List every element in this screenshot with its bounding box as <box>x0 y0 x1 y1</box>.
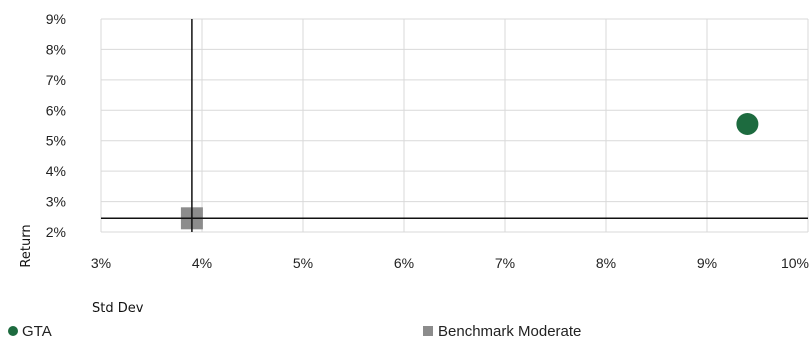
x-tick-label: 6% <box>394 255 414 271</box>
y-tick-label: 8% <box>46 41 66 57</box>
x-axis-title: Std Dev <box>92 301 144 316</box>
y-tick-label: 2% <box>46 224 66 240</box>
x-tick-label: 3% <box>91 255 111 271</box>
y-tick-labels: 2% 3% 4% 5% 6% 7% 8% 9% <box>46 11 66 240</box>
legend-swatch-gta <box>8 326 18 336</box>
y-axis-title: Return <box>19 224 34 267</box>
legend-label-benchmark-moderate: Benchmark Moderate <box>438 322 582 340</box>
legend-label-gta: GTA <box>22 322 52 340</box>
point-gta <box>736 112 759 135</box>
y-tick-label: 7% <box>46 72 66 88</box>
y-tick-label: 5% <box>46 133 66 149</box>
x-tick-label: 7% <box>495 255 515 271</box>
x-tick-label: 5% <box>293 255 313 271</box>
legend-item-gta: GTA <box>8 322 52 340</box>
y-tick-label: 4% <box>46 163 66 179</box>
x-tick-label: 10% <box>781 255 809 271</box>
x-tick-label: 9% <box>697 255 717 271</box>
y-tick-label: 6% <box>46 102 66 118</box>
x-tick-label: 8% <box>596 255 616 271</box>
y-tick-label: 9% <box>46 11 66 27</box>
legend-swatch-benchmark-moderate <box>423 326 433 336</box>
x-tick-label: 4% <box>192 255 212 271</box>
legend-item-benchmark-moderate: Benchmark Moderate <box>423 322 581 340</box>
reference-lines <box>101 19 808 232</box>
grid <box>100 18 809 233</box>
x-tick-labels: 3% 4% 5% 6% 7% 8% 9% 10% <box>91 255 809 271</box>
y-tick-label: 3% <box>46 194 66 210</box>
